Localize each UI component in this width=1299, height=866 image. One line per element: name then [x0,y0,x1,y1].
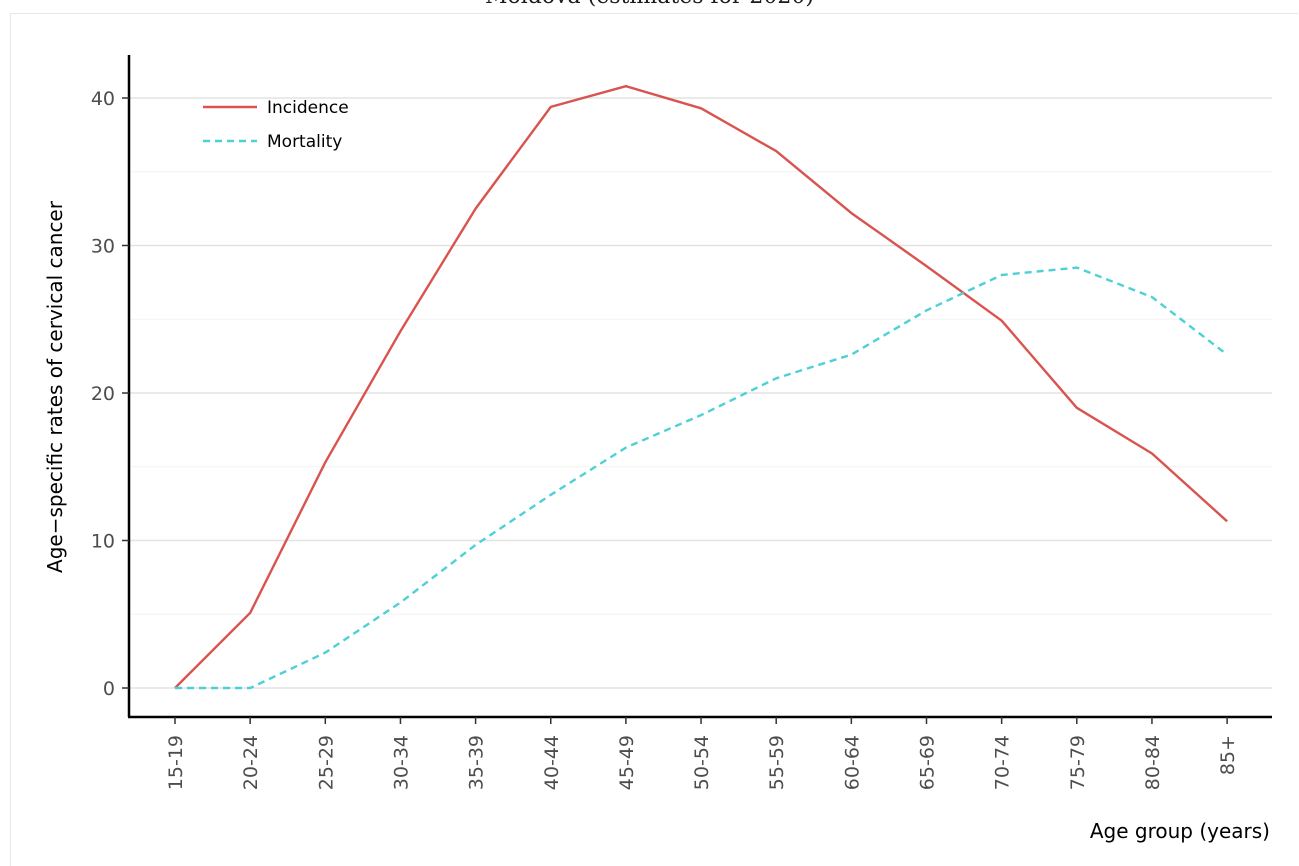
series-lines [174,84,1228,690]
x-tick-label: 50-54 [691,735,713,790]
series-line-incidence [174,84,1228,689]
x-tick-label: 55-59 [766,735,788,790]
y-tick-label: 0 [103,678,115,700]
x-tick-label: 20-24 [240,735,262,790]
chart-frame [10,13,1298,866]
x-axis-title: Age group (years) [1090,819,1270,843]
y-tick-label: 10 [91,531,115,553]
x-tick-label: 65-69 [917,735,939,790]
x-tick-labels: 15-19 20-24 25-29 30-34 35-39 40-44 45-49 50-54… [165,735,1239,790]
y-axis-title: Age−specific rates of cervical cancer [43,200,67,573]
x-tick-label: 60-64 [841,735,863,790]
gridlines [129,97,1272,689]
y-tick-label: 30 [91,236,115,258]
x-tick-label: 25-29 [315,735,337,790]
x-tick-label: 75-79 [1067,735,1089,790]
legend: Incidence Mortality [203,98,349,152]
y-tick-label: 40 [91,88,115,110]
x-tick-label: 40-44 [541,735,563,790]
chart-title: Moldova (estimates for 2020) [0,0,1299,9]
legend-label-mortality: Mortality [267,132,342,152]
x-tick-label: 80-84 [1142,735,1164,790]
x-tick-label: 30-34 [390,735,412,790]
y-tick-label: 20 [91,383,115,405]
x-tick-label: 35-39 [466,735,488,790]
y-tick-labels: 0 10 20 30 40 [91,88,115,700]
legend-label-incidence: Incidence [267,98,349,118]
x-tick-label: 45-49 [616,735,638,790]
x-tick-label: 15-19 [165,735,187,790]
x-tick-label: 85+ [1217,735,1239,775]
axes [122,55,1272,724]
series-line-mortality [175,266,1228,690]
x-tick-label: 70-74 [992,735,1014,790]
